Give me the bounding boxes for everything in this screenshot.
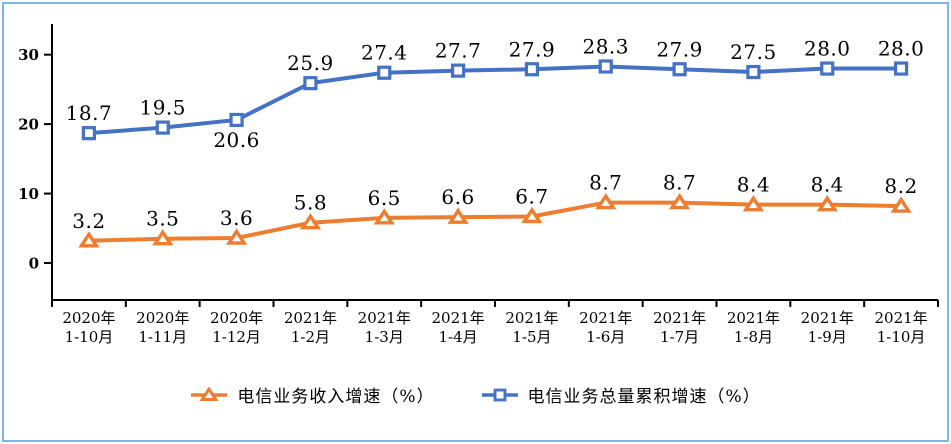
square-data-point-marker [81, 126, 97, 141]
x-axis-label-year: 2020年 [136, 309, 189, 327]
square-data-point-marker [155, 120, 170, 135]
triangle-data-point-marker [890, 196, 912, 213]
data-label: 25.9 [287, 51, 334, 75]
data-label: 6.6 [441, 185, 474, 209]
square-data-point-marker [377, 65, 392, 80]
x-axis-label-year: 2021年 [874, 309, 927, 327]
x-axis-label-month: 1-4月 [439, 328, 478, 346]
triangle-data-point-marker [447, 207, 469, 224]
data-label: 8.4 [811, 173, 844, 197]
x-axis-label-year: 2021年 [727, 309, 780, 327]
square-data-point-marker [598, 59, 613, 74]
square-data-point-marker [450, 63, 466, 78]
triangle-data-point-marker [521, 206, 543, 224]
square-data-point-marker [229, 112, 244, 128]
square-series-marker-icon [481, 388, 518, 401]
triangle-data-point-marker [742, 195, 765, 212]
data-label: 18.7 [66, 101, 113, 125]
data-label: 20.6 [213, 128, 260, 152]
data-label: 27.9 [656, 37, 703, 61]
data-label: 27.9 [509, 37, 556, 61]
x-axis-label-month: 1-2月 [291, 328, 330, 346]
data-label: 27.7 [435, 39, 482, 63]
x-axis-label-month: 1-6月 [586, 328, 625, 346]
data-label: 27.4 [361, 41, 408, 65]
y-axis-tick-label: 30 [18, 46, 39, 64]
triangle-series-marker-icon [191, 386, 228, 401]
data-label: 28.0 [878, 37, 925, 61]
x-axis-label-month: 1-12月 [212, 328, 261, 346]
data-label: 8.7 [663, 171, 696, 195]
x-axis-label-month: 1-3月 [365, 328, 404, 346]
x-axis-label-month: 1-10月 [877, 328, 926, 346]
x-axis-label-month: 1-9月 [808, 328, 847, 346]
x-axis-label-month: 1-8月 [734, 328, 773, 346]
y-axis-tick-label: 20 [18, 116, 39, 134]
series-line-0 [88, 200, 902, 243]
chart-legend: 电信业务收入增速（%） 电信业务总量累积增速（%） [0, 382, 951, 407]
data-label: 3.2 [72, 209, 105, 233]
x-axis-label-year: 2021年 [579, 309, 632, 327]
triangle-data-point-marker [299, 213, 322, 230]
x-axis-label-year: 2021年 [653, 309, 706, 327]
triangle-data-point-marker [373, 208, 395, 225]
x-axis-label-year: 2021年 [358, 309, 411, 327]
x-axis-label-year: 2020年 [210, 309, 263, 327]
square-data-point-marker [672, 62, 687, 77]
y-axis-tick-label: 10 [18, 185, 39, 203]
square-data-point-marker [746, 64, 761, 80]
triangle-data-point-marker [816, 195, 838, 212]
data-label: 8.4 [737, 173, 770, 197]
data-label: 3.5 [146, 207, 179, 231]
x-axis-label-year: 2021年 [801, 309, 854, 327]
data-label: 27.5 [730, 40, 777, 64]
data-label: 28.3 [582, 34, 629, 58]
data-label: 8.2 [884, 174, 917, 198]
data-label: 19.5 [139, 96, 186, 120]
triangle-data-point-marker [225, 228, 248, 245]
legend-label-volume-growth: 电信业务总量累积增速（%） [527, 387, 761, 407]
x-axis-label-month: 1-11月 [138, 328, 187, 346]
y-axis-tick-label: 0 [29, 255, 39, 273]
x-axis-label-month: 1-10月 [65, 328, 114, 346]
x-axis-label-year: 2020年 [62, 309, 115, 327]
triangle-data-point-marker [595, 192, 617, 210]
x-axis-label-month: 1-5月 [512, 328, 551, 346]
square-data-point-marker [493, 388, 506, 401]
data-label: 5.8 [294, 191, 327, 215]
data-label: 6.5 [368, 186, 401, 210]
square-data-point-marker [820, 61, 835, 76]
x-axis-label-year: 2021年 [431, 309, 484, 327]
x-axis-label-month: 1-7月 [660, 328, 699, 346]
data-label: 6.7 [515, 184, 548, 208]
triangle-data-point-marker [199, 386, 219, 401]
legend-item-volume-growth: 电信业务总量累积增速（%） [481, 382, 761, 407]
legend-item-revenue-growth: 电信业务收入增速（%） [190, 382, 434, 407]
x-axis-label-year: 2021年 [505, 309, 558, 327]
square-data-point-marker [524, 62, 540, 77]
square-data-point-marker [893, 61, 909, 76]
data-label: 28.0 [804, 37, 851, 61]
data-label: 8.7 [589, 171, 622, 195]
triangle-data-point-marker [152, 229, 174, 246]
square-data-point-marker [303, 76, 318, 91]
series-line-1 [88, 64, 902, 136]
triangle-data-point-marker [78, 231, 100, 248]
x-axis-label-year: 2021年 [284, 309, 337, 327]
data-label: 3.6 [220, 206, 253, 230]
triangle-data-point-marker [668, 192, 691, 210]
legend-label-revenue-growth: 电信业务收入增速（%） [237, 387, 435, 407]
